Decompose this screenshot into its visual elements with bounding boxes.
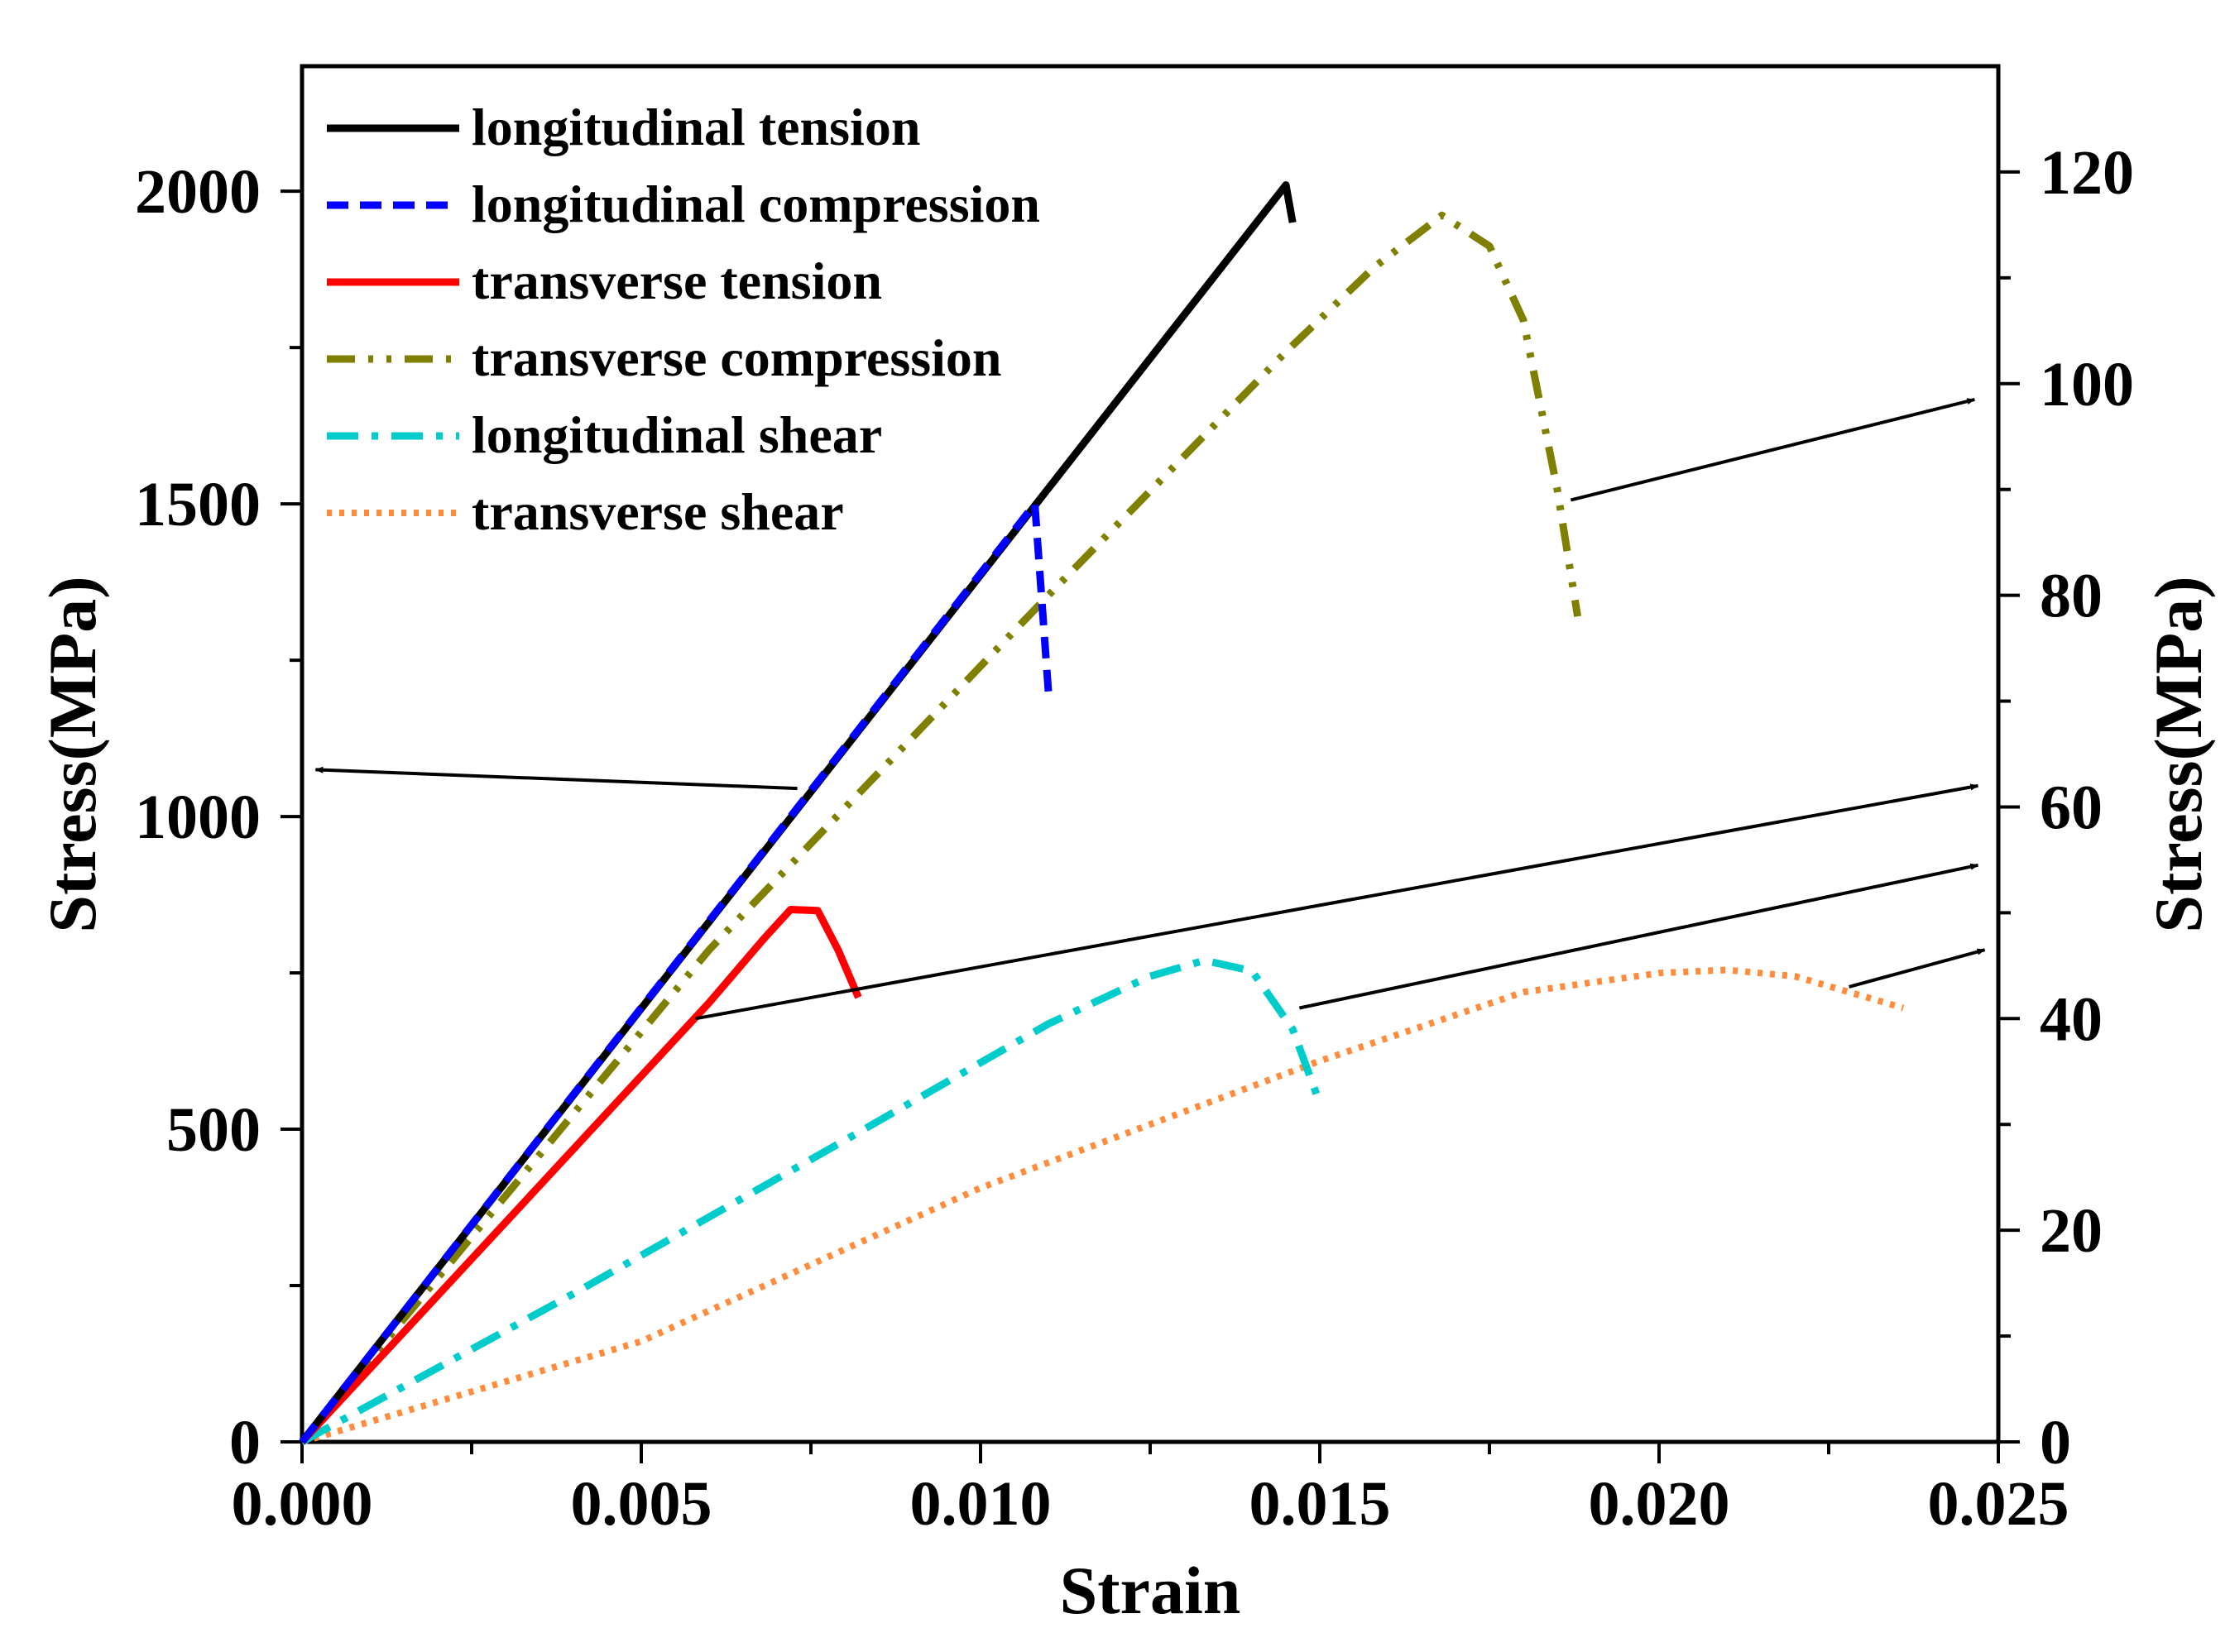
x-tick-label: 0.005	[571, 1469, 712, 1539]
series-line-transverse-compression	[299, 211, 1582, 1444]
y-left-tick-label: 0	[229, 1408, 261, 1477]
series-line-transverse-tension	[299, 906, 862, 1445]
legend-label: transverse tension	[472, 251, 882, 310]
x-tick-label: 0.020	[1589, 1469, 1730, 1539]
y-left-tick-label: 1500	[135, 470, 261, 539]
legend-label: longitudinal compression	[472, 175, 1040, 233]
annotation-arrow	[695, 783, 1979, 1021]
annotation-arrow	[314, 766, 798, 791]
axis-pointer-arrows	[314, 398, 1986, 1021]
x-tick-label: 0.015	[1249, 1469, 1391, 1539]
y-axis-right-title: Stress(MPa)	[2141, 576, 2216, 932]
y-right-tick-label: 40	[2040, 984, 2103, 1054]
annotation-arrow	[1849, 948, 1986, 989]
series-line-longitudinal-compression	[299, 500, 1053, 1444]
y-right-tick-label: 0	[2040, 1408, 2071, 1477]
y-left-tick-label: 2000	[135, 157, 261, 227]
legend-label: longitudinal shear	[472, 405, 882, 464]
x-tick-label: 0.000	[232, 1469, 373, 1539]
y-right-tick-label: 80	[2040, 562, 2103, 631]
legend-label: transverse shear	[472, 482, 844, 541]
y-axis-left-title: Stress(MPa)	[35, 576, 110, 932]
y-left-tick-label: 1000	[135, 783, 261, 852]
legend: longitudinal tension longitudinal compres…	[327, 98, 1040, 541]
axis-ticks	[281, 170, 2020, 1463]
legend-label: longitudinal tension	[472, 98, 920, 156]
series-line-transverse-shear	[300, 966, 1905, 1445]
legend-label: transverse compression	[472, 328, 1002, 387]
x-tick-label: 0.010	[910, 1469, 1052, 1539]
tick-labels: 0.000 0.005 0.010 0.015 0.020 0.0250500100015…	[135, 138, 2134, 1539]
annotation-arrow	[1298, 863, 1979, 1010]
y-right-tick-label: 120	[2040, 138, 2134, 208]
y-right-tick-label: 20	[2040, 1196, 2103, 1266]
y-right-tick-label: 60	[2040, 773, 2103, 842]
x-axis-title: Strain	[1060, 1553, 1241, 1628]
y-right-tick-label: 100	[2040, 350, 2134, 419]
y-left-tick-label: 500	[166, 1095, 261, 1165]
annotation-arrow	[1570, 398, 1976, 502]
series-line-longitudinal-shear	[300, 956, 1324, 1445]
x-tick-label: 0.025	[1928, 1469, 2069, 1539]
data-series	[299, 181, 1905, 1445]
